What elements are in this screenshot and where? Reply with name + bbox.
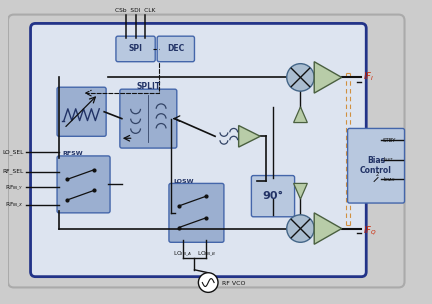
Text: STBY: STBY: [383, 138, 396, 143]
Text: IF$_I$: IF$_I$: [363, 70, 374, 83]
Text: RF_SEL: RF_SEL: [3, 169, 24, 174]
FancyBboxPatch shape: [169, 183, 224, 242]
Text: RF VCO: RF VCO: [222, 281, 245, 286]
Circle shape: [198, 273, 218, 292]
Text: I$_{SET}$: I$_{SET}$: [383, 155, 394, 164]
Text: SPLIT: SPLIT: [136, 82, 160, 91]
Text: LOSW: LOSW: [174, 179, 194, 184]
Polygon shape: [314, 213, 342, 244]
Text: 2: 2: [376, 171, 379, 177]
Polygon shape: [294, 107, 307, 123]
FancyBboxPatch shape: [57, 87, 106, 136]
Polygon shape: [238, 126, 260, 147]
FancyBboxPatch shape: [31, 23, 366, 277]
FancyBboxPatch shape: [57, 156, 110, 213]
Text: SPI: SPI: [129, 44, 143, 54]
Text: RFSW: RFSW: [62, 151, 83, 157]
FancyBboxPatch shape: [120, 89, 177, 148]
Text: RF$_{IN\_X}$: RF$_{IN\_X}$: [5, 201, 24, 209]
FancyBboxPatch shape: [157, 36, 194, 62]
FancyBboxPatch shape: [251, 175, 295, 217]
Text: IF$_Q$: IF$_Q$: [363, 224, 377, 237]
Circle shape: [287, 215, 314, 242]
Polygon shape: [294, 183, 307, 199]
Polygon shape: [314, 62, 342, 93]
Text: Bias
Control: Bias Control: [360, 156, 392, 175]
Text: RF$_{IN\_Y}$: RF$_{IN\_Y}$: [5, 183, 24, 192]
FancyBboxPatch shape: [348, 129, 404, 203]
Text: LO_SEL: LO_SEL: [2, 149, 24, 155]
FancyBboxPatch shape: [8, 15, 404, 288]
Text: 90°: 90°: [262, 191, 283, 201]
FancyBboxPatch shape: [116, 36, 155, 62]
Text: LO$_{IN\_B}$: LO$_{IN\_B}$: [197, 250, 216, 258]
Text: CSb  SDI  CLK: CSb SDI CLK: [115, 8, 156, 13]
Text: DEC: DEC: [167, 44, 184, 54]
Text: LO$_{IN\_A}$: LO$_{IN\_A}$: [173, 250, 192, 258]
Text: I$_{BIAS}$: I$_{BIAS}$: [383, 175, 395, 184]
Circle shape: [287, 64, 314, 91]
